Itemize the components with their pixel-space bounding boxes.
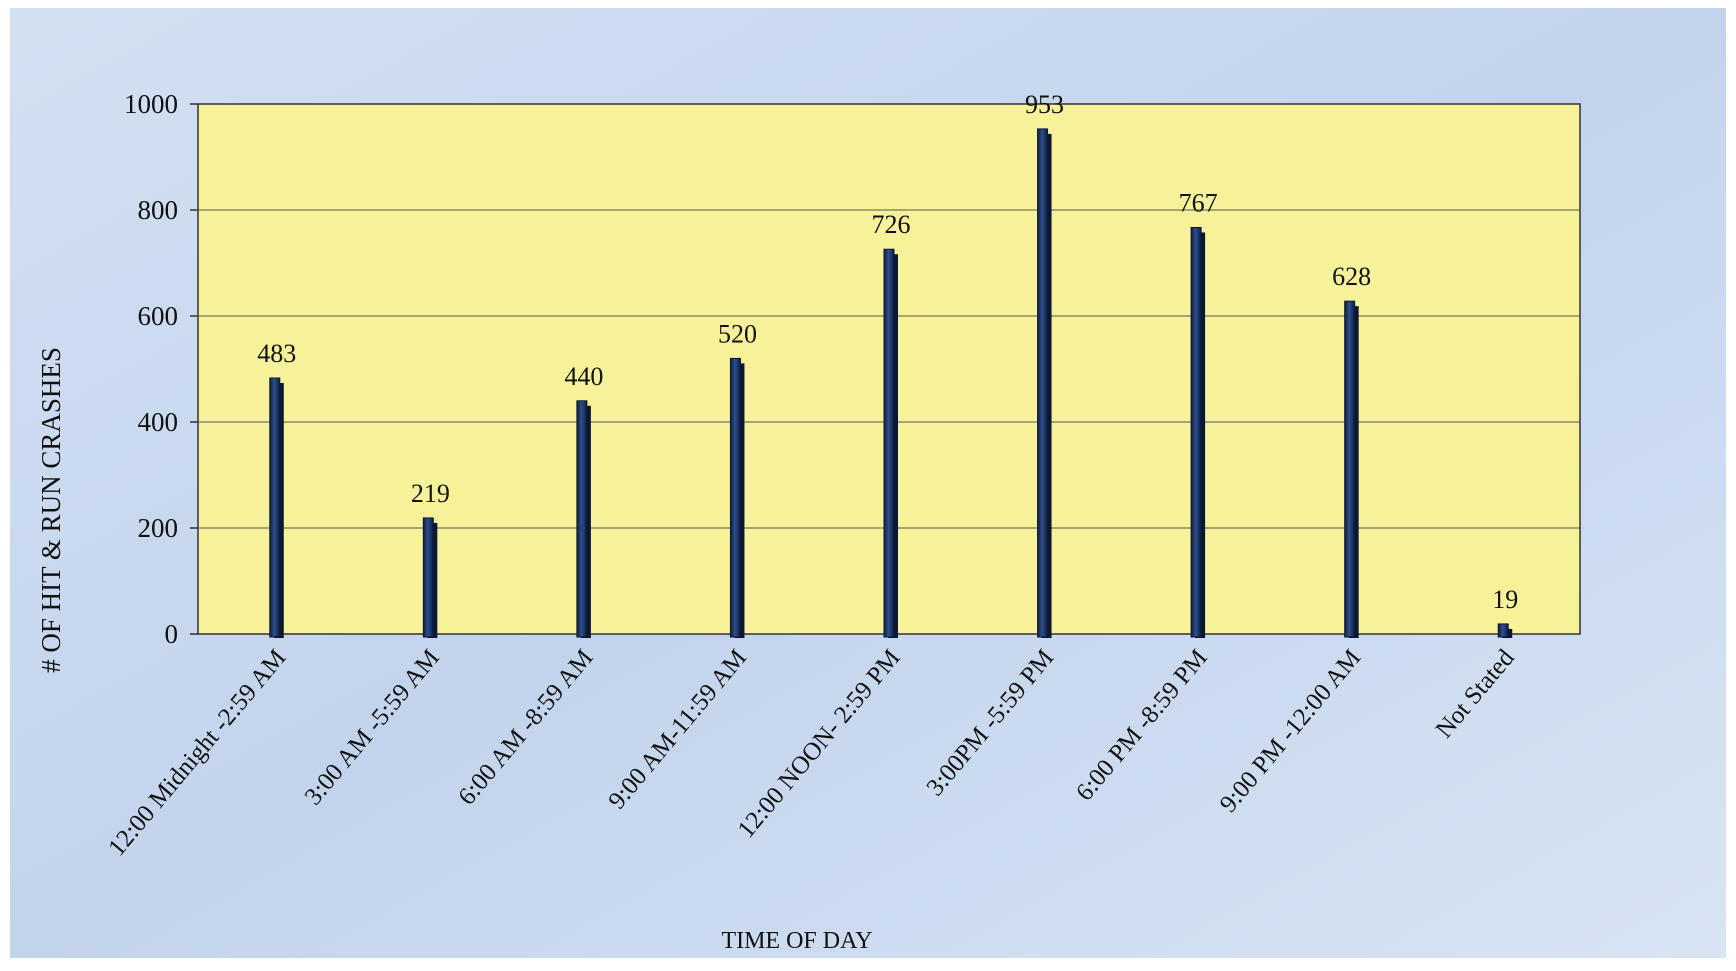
bar xyxy=(422,517,434,638)
bar xyxy=(883,248,895,638)
y-tick-label: 800 xyxy=(138,195,179,225)
data-label: 520 xyxy=(718,319,757,348)
y-tick-label: 400 xyxy=(138,407,179,437)
bar xyxy=(269,377,281,638)
bar xyxy=(1497,623,1509,638)
bar xyxy=(1190,226,1202,638)
data-labels: 483 219 440 520 726 953 767 628 19 xyxy=(257,90,1518,614)
data-label: 628 xyxy=(1332,262,1371,291)
bars xyxy=(269,128,1513,639)
bar xyxy=(1037,128,1049,638)
y-axis: 0 200 400 600 800 1000 xyxy=(124,89,198,649)
bar xyxy=(1344,300,1356,638)
data-label: 483 xyxy=(257,339,296,368)
y-tick-label: 600 xyxy=(138,301,179,331)
data-label: 953 xyxy=(1025,90,1064,119)
y-axis-label: # OF HIT & RUN CRASHES xyxy=(36,347,66,673)
data-label: 767 xyxy=(1179,188,1218,217)
data-label: 726 xyxy=(872,210,911,239)
y-tick-label: 1000 xyxy=(124,89,178,119)
data-label: 440 xyxy=(564,362,603,391)
bar xyxy=(576,400,588,638)
y-tick-label: 0 xyxy=(165,619,179,649)
data-label: 19 xyxy=(1492,585,1518,614)
bar xyxy=(729,357,741,638)
y-tick-label: 200 xyxy=(138,513,179,543)
data-label: 219 xyxy=(411,479,450,508)
x-axis-label: TIME OF DAY xyxy=(721,928,872,954)
